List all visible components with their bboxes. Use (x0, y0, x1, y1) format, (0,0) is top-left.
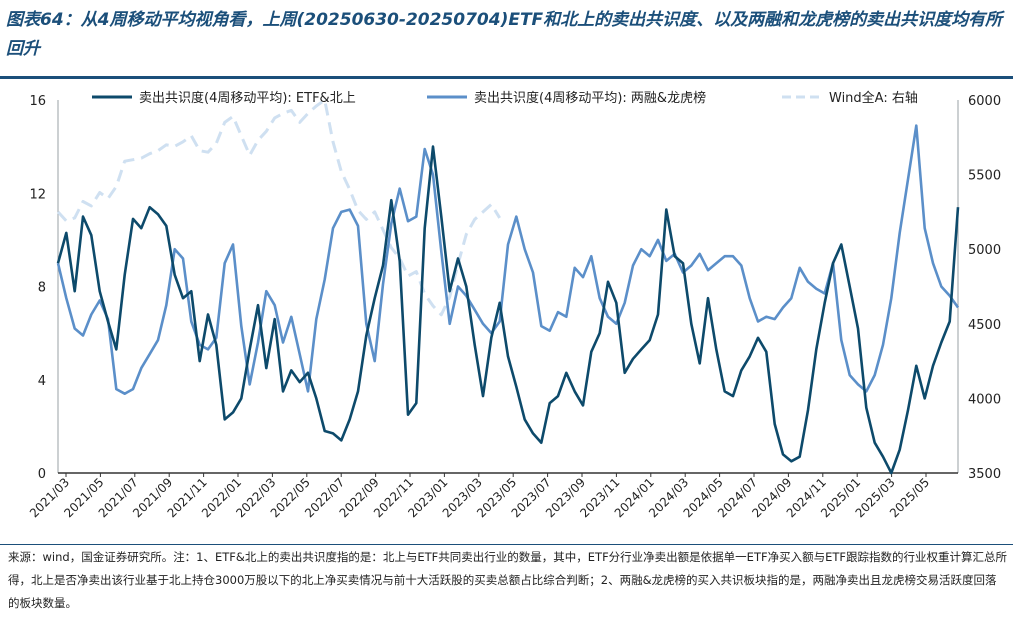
right-axis-tick-label: 4500 (968, 318, 1001, 333)
right-axis-tick-label: 3500 (968, 467, 1001, 482)
figure-title: 图表64：从4周移动平均视角看，上周(20250630-20250704)ETF… (6, 10, 1003, 59)
left-axis-tick-label: 12 (29, 187, 46, 202)
series-line-etf-northbound (56, 145, 960, 475)
left-axis-tick-label: 16 (29, 94, 46, 109)
legend-label-margin: 卖出共识度(4周移动平均): 两融&龙虎榜 (474, 90, 706, 106)
left-axis-tick-label: 4 (38, 374, 46, 389)
series-line-margin-dragon-tiger (56, 124, 960, 395)
source-note: 来源：wind，国金证券研究所。注：1、ETF&北上的卖出共识度指的是：北上与E… (8, 550, 1007, 610)
left-axis-tick-label: 8 (38, 281, 46, 296)
title-rule (0, 76, 1013, 79)
footnote-rule (0, 544, 1013, 545)
right-axis-tick-label: 6000 (968, 94, 1001, 109)
right-axis-tick-label: 5500 (968, 169, 1001, 184)
right-axis-tick-label: 4000 (968, 392, 1001, 407)
right-axis-tick-label: 5000 (968, 243, 1001, 258)
legend-label-etf: 卖出共识度(4周移动平均): ETF&北上 (139, 90, 356, 106)
legend: 卖出共识度(4周移动平均): ETF&北上 卖出共识度(4周移动平均): 两融&… (92, 90, 918, 106)
legend-label-wind: Wind全A: 右轴 (829, 90, 918, 106)
series-line-wind-all-a (56, 98, 501, 317)
left-axis-tick-label: 0 (38, 467, 46, 482)
